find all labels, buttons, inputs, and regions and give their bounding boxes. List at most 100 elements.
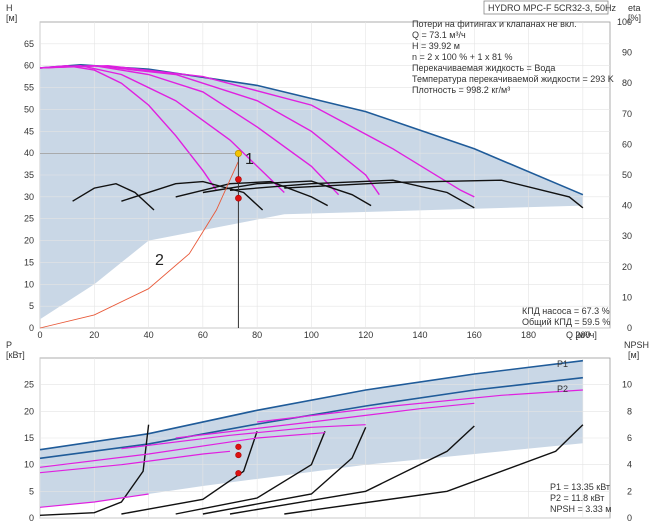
head-operating-points	[40, 149, 242, 328]
operating-point	[235, 194, 242, 202]
power-tick-label: 10	[24, 460, 34, 470]
npsh-axis-label: NPSH	[624, 340, 649, 350]
power-curves	[39, 359, 584, 516]
power-right-ticks: 0 2 4 6 8 10	[622, 380, 632, 523]
eta-tick-label: 70	[622, 109, 632, 119]
npsh-tick-label: 6	[627, 433, 632, 443]
p2-value-text: P2 = 11.8 кВт	[550, 493, 604, 503]
title-box: HYDRO MPC-F 5CR32-3, 50Hz	[483, 0, 617, 15]
head-tick-label: 5	[29, 301, 34, 311]
marker-label-duty: 1	[245, 151, 254, 168]
max-head-curve	[39, 63, 584, 196]
eta-tick-label: 20	[622, 262, 632, 272]
power-axis-label: P	[6, 340, 12, 350]
power-axis-unit: [кВт]	[6, 350, 25, 360]
npsh-curve	[121, 431, 258, 515]
head-tick-label: 35	[24, 170, 34, 180]
npsh-curve	[202, 427, 367, 515]
reduced-speed-power-curve	[39, 493, 149, 508]
info-line: Плотность = 998.2 кг/м³	[412, 85, 510, 95]
head-tick-label: 65	[24, 39, 34, 49]
npsh-tick-label: 2	[627, 486, 632, 496]
reduced-speed-power-curve	[39, 450, 231, 474]
info-line: Потери на фитингах и клапанах не вкл.	[412, 19, 577, 29]
efficiency-block: КПД насоса = 67.3 % Общий КПД = 59.5 %	[522, 306, 610, 327]
duty-point	[234, 149, 242, 157]
reduced-speed-power-curve	[121, 424, 366, 450]
info-line: Температура перекачиваемой жидкости = 29…	[412, 74, 614, 84]
eta-tick-label: 10	[622, 292, 632, 302]
head-curve	[121, 180, 264, 211]
flow-tick-label: 40	[144, 330, 154, 340]
power-tick-label: 25	[24, 380, 34, 390]
eta-tick-label: 0	[627, 323, 632, 333]
head-info-block: Потери на фитингах и клапанах не вкл. Q …	[412, 19, 614, 95]
head-curve	[175, 180, 329, 207]
power-tick-label: 5	[29, 486, 34, 496]
pump-efficiency-text: КПД насоса = 67.3 %	[522, 306, 610, 316]
flow-tick-label: 140	[412, 330, 427, 340]
head-tick-label: 10	[24, 279, 34, 289]
marker-label-system: 2	[155, 252, 164, 269]
title-frame	[483, 0, 609, 15]
npsh-curve	[175, 431, 326, 515]
p1-curve	[39, 359, 583, 451]
info-line: n = 2 x 100 % + 1 x 81 %	[412, 52, 513, 62]
npsh-curve	[229, 425, 475, 515]
head-curves	[39, 63, 584, 329]
head-gridlines	[39, 22, 610, 329]
system-curve	[39, 161, 239, 329]
npsh-tick-label: 4	[627, 460, 632, 470]
head-tick-label: 50	[24, 104, 34, 114]
head-axis-unit: [м]	[6, 13, 17, 23]
flow-axis-label: Q [м³/ч]	[566, 330, 597, 340]
flow-tick-label: 100	[304, 330, 319, 340]
reduced-speed-power-curve	[39, 432, 326, 468]
head-x-ticks: 0 20 40 60 80 100 120 140 160 180 200	[37, 330, 590, 340]
power-chart: 0 5 10 15 20 25 0 2 4 6 8 10 P [кВт] NPSH [м] P1 P…	[6, 340, 649, 523]
reduced-speed-power-curve	[175, 402, 475, 439]
flow-tick-label: 120	[358, 330, 373, 340]
npsh-value-text: NPSH = 3.33 м	[550, 504, 611, 514]
legend-p1: P1	[557, 359, 568, 369]
flow-tick-label: 80	[252, 330, 262, 340]
reduced-speed-power-curve	[257, 389, 583, 423]
flow-tick-label: 180	[521, 330, 536, 340]
head-tick-label: 15	[24, 257, 34, 267]
power-operating-points	[235, 443, 242, 477]
eta-tick-label: 80	[622, 78, 632, 88]
head-axis-label: H	[6, 3, 13, 13]
eta-tick-label: 100	[617, 17, 632, 27]
head-tick-label: 20	[24, 236, 34, 246]
head-curve	[284, 179, 584, 209]
eta-axis-label: eta	[628, 3, 641, 13]
reduced-speed-head-curve	[39, 64, 475, 198]
power-operating-point	[235, 451, 242, 459]
flow-tick-label: 20	[89, 330, 99, 340]
head-tick-label: 60	[24, 61, 34, 71]
p1-value-text: P1 = 13.35 кВт	[550, 482, 610, 492]
info-line: Q = 73.1 м³/ч	[412, 30, 466, 40]
legend-p2: P2	[557, 384, 568, 394]
head-curve	[72, 182, 155, 211]
power-tick-label: 15	[24, 433, 34, 443]
head-left-ticks: 0 5 10 15 20 25 30 35 40 45 50 55 60 65	[24, 39, 34, 333]
head-curve	[202, 180, 372, 207]
eta-axis-unit: [%]	[628, 13, 641, 23]
npsh-curve	[39, 424, 150, 516]
head-curve	[229, 179, 475, 209]
head-tick-label: 55	[24, 83, 34, 93]
chart-title: HYDRO MPC-F 5CR32-3, 50Hz	[488, 3, 617, 13]
head-tick-label: 30	[24, 192, 34, 202]
flow-tick-label: 60	[198, 330, 208, 340]
npsh-tick-label: 0	[627, 513, 632, 523]
power-info-block: P1 = 13.35 кВт P2 = 11.8 кВт NPSH = 3.33…	[550, 482, 611, 514]
eta-tick-label: 40	[622, 201, 632, 211]
power-left-ticks: 0 5 10 15 20 25	[24, 380, 34, 523]
eta-tick-label: 90	[622, 48, 632, 58]
head-right-ticks: 0 10 20 30 40 50 60 70 80 90 100	[617, 17, 632, 333]
flow-tick-label: 0	[37, 330, 42, 340]
head-tick-label: 25	[24, 214, 34, 224]
